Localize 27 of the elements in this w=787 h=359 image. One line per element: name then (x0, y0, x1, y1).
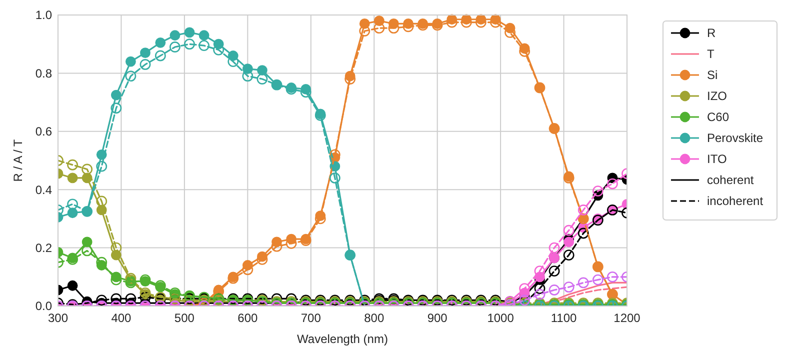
y-axis-title: R / A / T (11, 138, 25, 182)
y-tick-label: 0.2 (35, 241, 52, 255)
x-axis-title: Wavelength (nm) (297, 332, 388, 346)
y-tick-label: 0.0 (35, 299, 52, 314)
legend-label: T (707, 47, 715, 62)
x-tick-label: 1000 (487, 311, 514, 325)
x-tick-label: 1200 (614, 311, 641, 325)
legend-label: coherent (707, 173, 754, 188)
y-tick-label: 1.0 (35, 8, 52, 22)
x-tick-label: 900 (427, 311, 448, 325)
x-tick-label: 600 (238, 311, 258, 325)
x-tick-label: 500 (174, 311, 195, 325)
legend-label: C60 (707, 110, 730, 124)
x-tick-label: 800 (364, 311, 384, 325)
legend-label: R (707, 26, 716, 40)
x-tick-label: 300 (48, 311, 68, 325)
legend-label: Perovskite (707, 131, 764, 146)
x-tick-label: 400 (111, 311, 132, 325)
x-tick-label: 1100 (550, 311, 577, 325)
y-tick-label: 0.4 (35, 182, 52, 197)
y-tick-label: 0.8 (35, 66, 52, 80)
legend-label: Si (707, 68, 718, 82)
legend-label: incoherent (707, 194, 764, 208)
legend-label: IZO (707, 89, 727, 104)
x-tick-label: 700 (300, 311, 322, 325)
y-tick-label: 0.6 (35, 124, 52, 139)
legend-label: ITO (707, 152, 727, 166)
